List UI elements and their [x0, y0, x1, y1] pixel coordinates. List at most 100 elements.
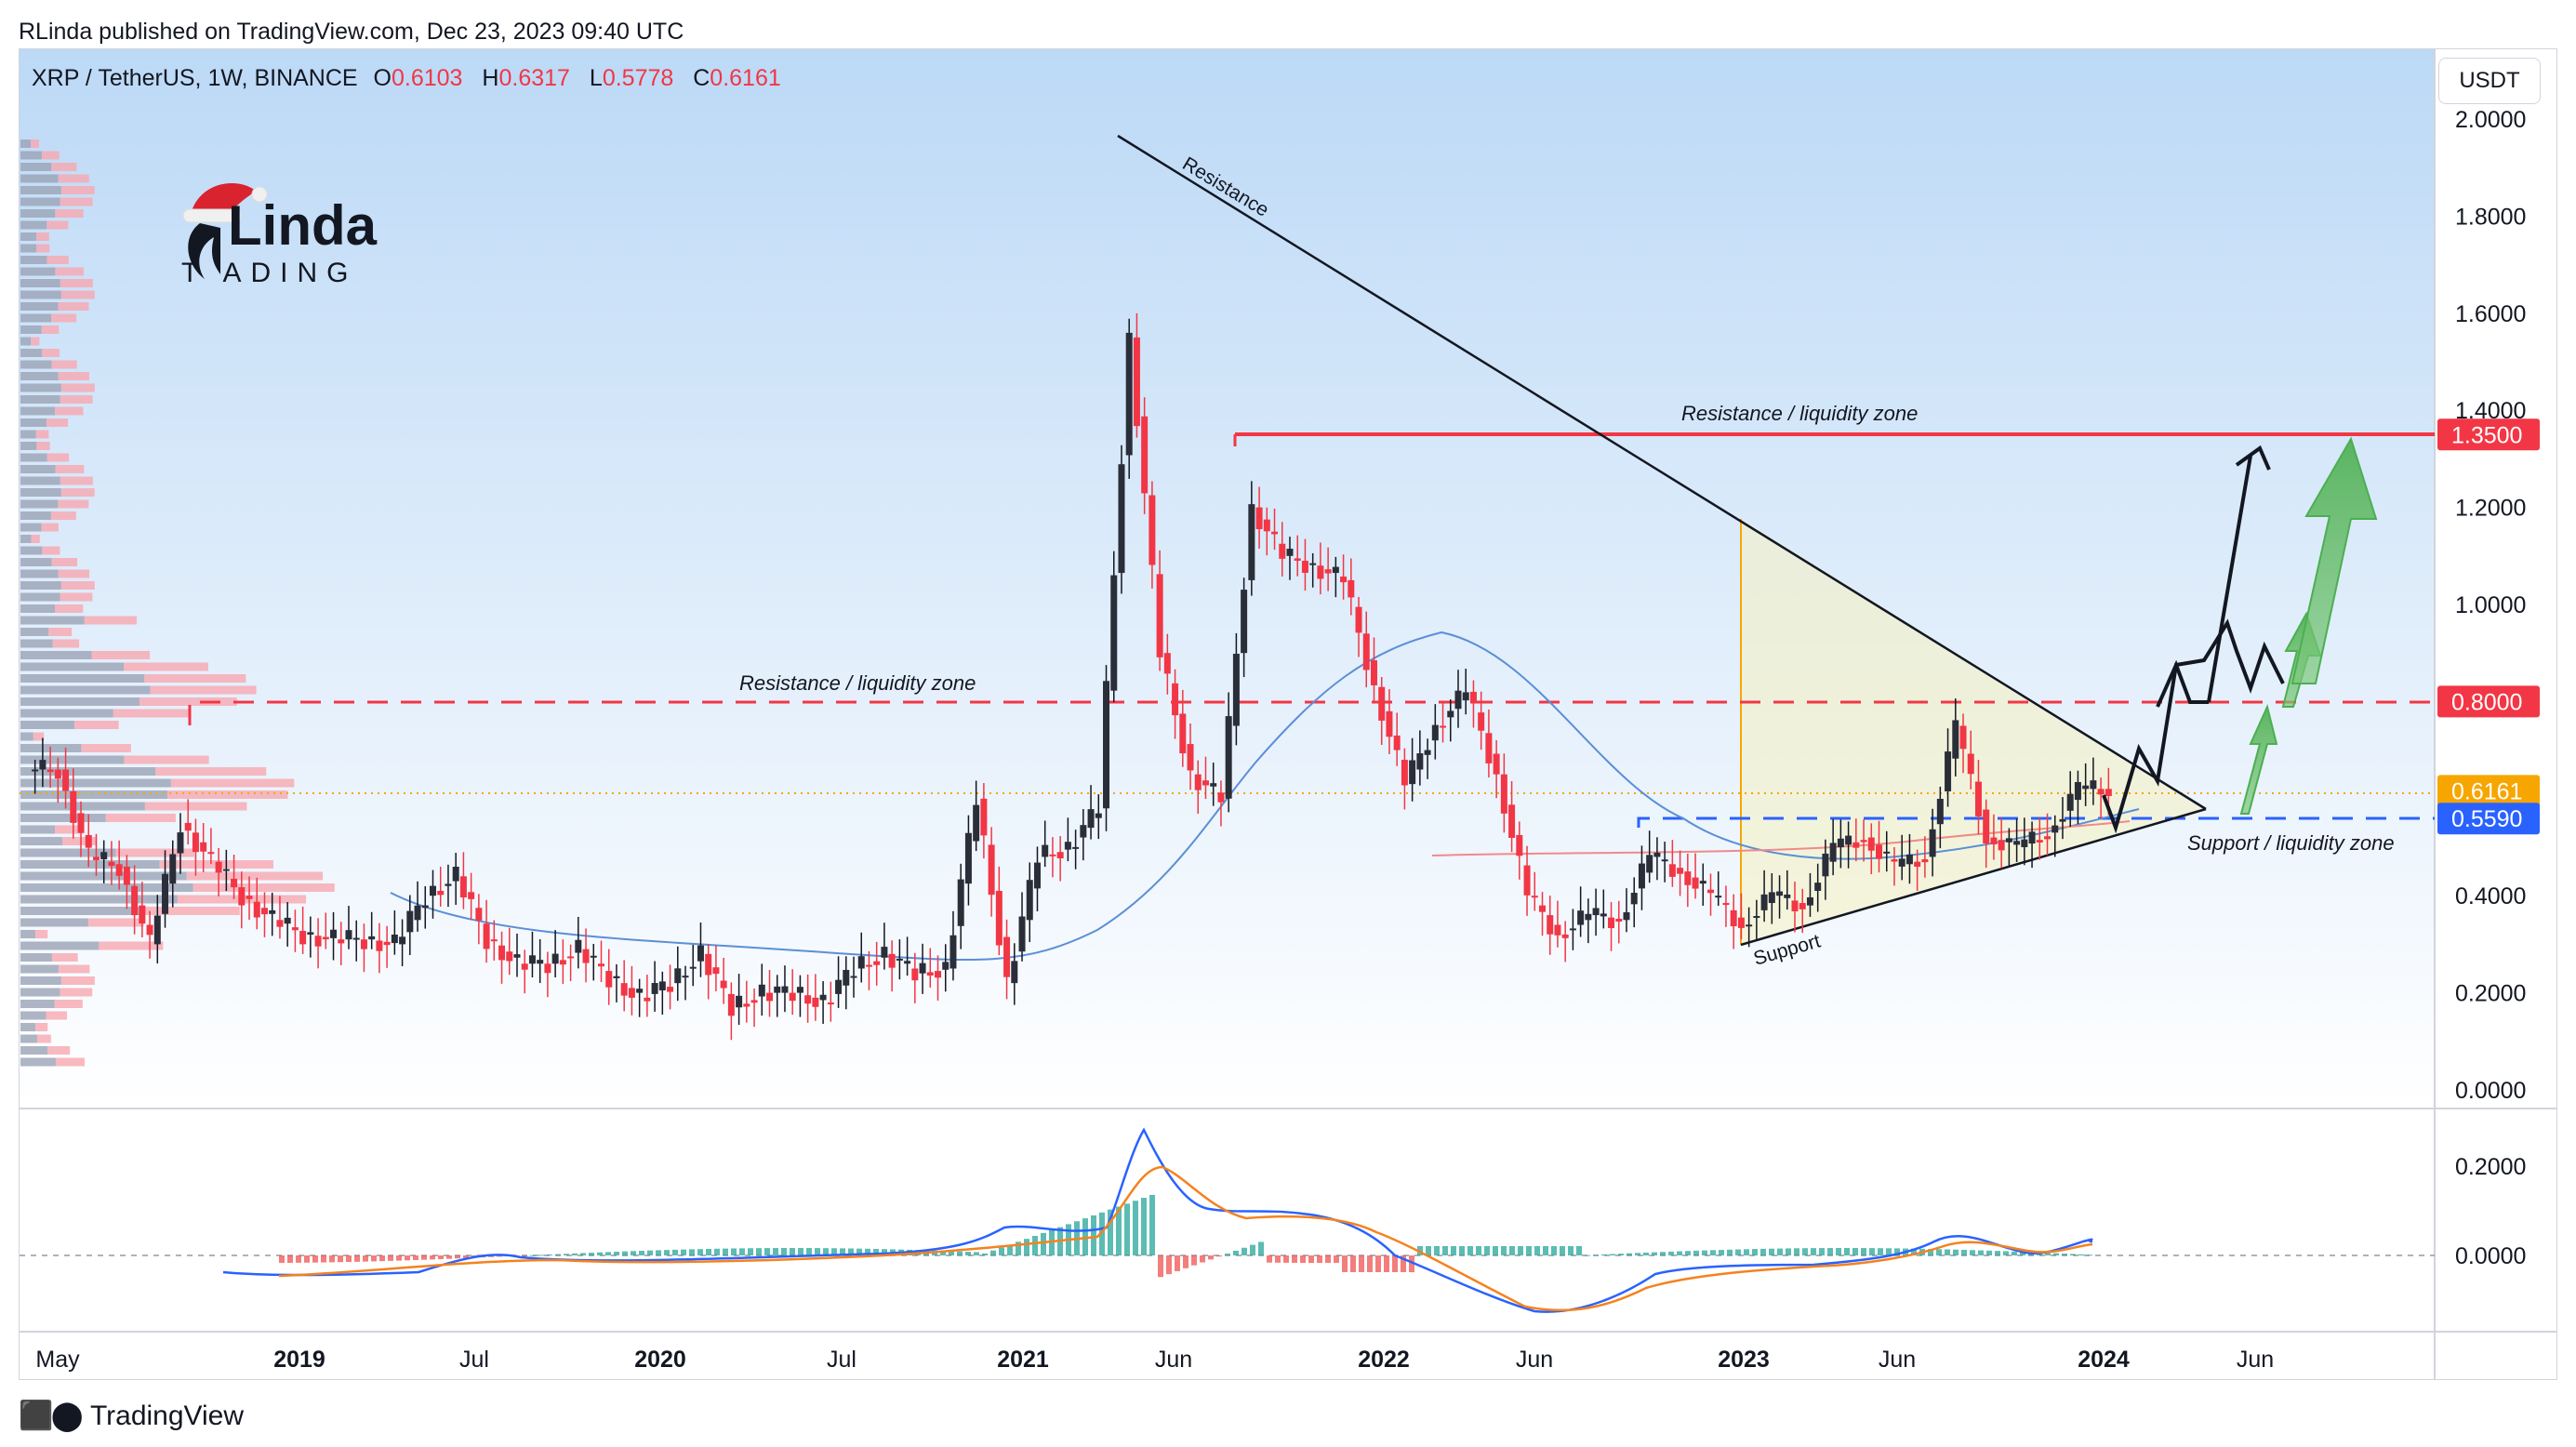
candle-body — [544, 963, 551, 974]
macd-histogram-bar — [1660, 1252, 1666, 1255]
macd-histogram-bar — [706, 1248, 711, 1255]
price-label-badge — [2437, 685, 2540, 718]
macd-histogram-bar — [371, 1255, 377, 1262]
candle-body — [421, 905, 429, 909]
volume-bar-up — [20, 674, 145, 683]
volume-bar-up — [20, 604, 56, 613]
volume-bar-up — [20, 709, 113, 718]
tradingview-footer[interactable]: ⬛⬤ TradingView — [19, 1400, 244, 1432]
macd-histogram-bar — [405, 1255, 410, 1261]
volume-bar-up — [20, 767, 156, 776]
macd-histogram-bar — [1719, 1250, 1724, 1255]
candle-body — [1110, 575, 1118, 691]
volume-bar-down — [60, 197, 93, 206]
macd-histogram-bar — [681, 1249, 686, 1255]
candle-body — [1271, 531, 1279, 535]
candle-body — [1340, 576, 1348, 583]
volume-bar-down — [105, 814, 176, 822]
candle-body — [1974, 781, 1982, 816]
candle-body — [1202, 780, 1209, 786]
volume-bar-down — [58, 499, 89, 509]
candle-body — [1026, 880, 1033, 921]
candles — [32, 312, 2112, 1041]
macd-histogram-bar — [1744, 1249, 1749, 1255]
candle-body — [1516, 834, 1523, 856]
volume-bar-down — [60, 976, 95, 985]
candle-body — [1814, 883, 1822, 891]
volume-bar-up — [20, 616, 85, 625]
macd-histogram-bar — [1325, 1255, 1331, 1263]
volume-bar-down — [51, 163, 77, 171]
volume-bar-up — [20, 662, 125, 671]
candle-body — [1355, 606, 1362, 633]
candle-body — [1332, 566, 1339, 574]
candle-body — [253, 901, 260, 918]
macd-histogram-bar — [421, 1255, 427, 1260]
macd-histogram-bar — [1769, 1248, 1774, 1255]
macd-histogram-bar — [1476, 1246, 1481, 1255]
macd-histogram-bar — [1242, 1247, 1247, 1255]
macd-axis-ticks: 0.2000 0.0000 — [2455, 1154, 2526, 1269]
candle-body — [238, 887, 246, 906]
volume-bar-up — [20, 941, 100, 950]
macd-histogram-bar — [1158, 1255, 1163, 1278]
candle-body — [1867, 837, 1875, 851]
candle-body — [54, 769, 61, 779]
price-tick-label: 1.8000 — [2455, 204, 2526, 230]
volume-bar-up — [20, 313, 52, 323]
volume-bar-down — [46, 1011, 68, 1020]
candle-body — [1746, 924, 1753, 927]
volume-bar-up — [20, 964, 59, 974]
candle-body — [260, 908, 268, 915]
candle-body — [307, 932, 314, 935]
macd-histogram-bar — [1760, 1248, 1766, 1255]
candle-body — [246, 896, 253, 899]
macd-histogram-bar — [430, 1255, 435, 1260]
macd-histogram-bar — [756, 1248, 762, 1255]
candle-body — [100, 852, 108, 860]
macd-histogram-bar — [1635, 1253, 1640, 1255]
candle-body — [1156, 574, 1163, 657]
macd-histogram-bar — [1149, 1194, 1155, 1255]
macd-histogram-bar — [831, 1248, 837, 1255]
time-tick-label: 2022 — [1358, 1347, 1410, 1373]
macd-histogram-bar — [790, 1248, 795, 1255]
chart-frame — [19, 48, 2557, 1380]
macd-histogram-bar — [1852, 1248, 1858, 1255]
green-arrow-small — [2239, 703, 2278, 815]
macd-histogram-bar — [672, 1249, 678, 1255]
volume-bar-up — [20, 953, 52, 962]
currency-button[interactable]: USDT — [2438, 58, 2541, 104]
candle-body — [2013, 841, 2021, 845]
main-pane-bg — [20, 49, 2435, 1108]
macd-histogram-bar — [1133, 1201, 1138, 1255]
candle-body — [414, 905, 421, 921]
macd-histogram-bar — [723, 1248, 728, 1255]
volume-bar-up — [20, 883, 193, 892]
volume-bar-down — [186, 871, 324, 881]
candle-body — [1194, 774, 1202, 790]
candle-body — [1187, 744, 1194, 771]
macd-histogram-bar — [1442, 1246, 1448, 1255]
volume-bar-up — [20, 465, 56, 473]
time-tick-label: 2023 — [1718, 1347, 1770, 1373]
candle-body — [1424, 750, 1431, 755]
macd-histogram-bar — [1208, 1255, 1214, 1260]
macd-histogram-bar — [1082, 1218, 1088, 1255]
volume-bar-up — [20, 1034, 38, 1043]
candle-body — [2074, 781, 2081, 801]
candle-body — [153, 915, 161, 945]
candle-body — [1263, 519, 1270, 532]
volume-bar-down — [58, 174, 89, 183]
candle-body — [1409, 760, 1416, 785]
volume-bar-up — [20, 395, 60, 404]
volume-bar-down — [36, 244, 50, 253]
macd-histogram-bar — [2003, 1251, 2009, 1255]
candle-body — [139, 905, 146, 924]
candle-body — [1217, 792, 1225, 803]
candle-body — [1393, 735, 1401, 750]
macd-histogram-bar — [1861, 1248, 1866, 1255]
macd-histogram-bar — [982, 1253, 988, 1255]
volume-bar-up — [20, 535, 32, 543]
